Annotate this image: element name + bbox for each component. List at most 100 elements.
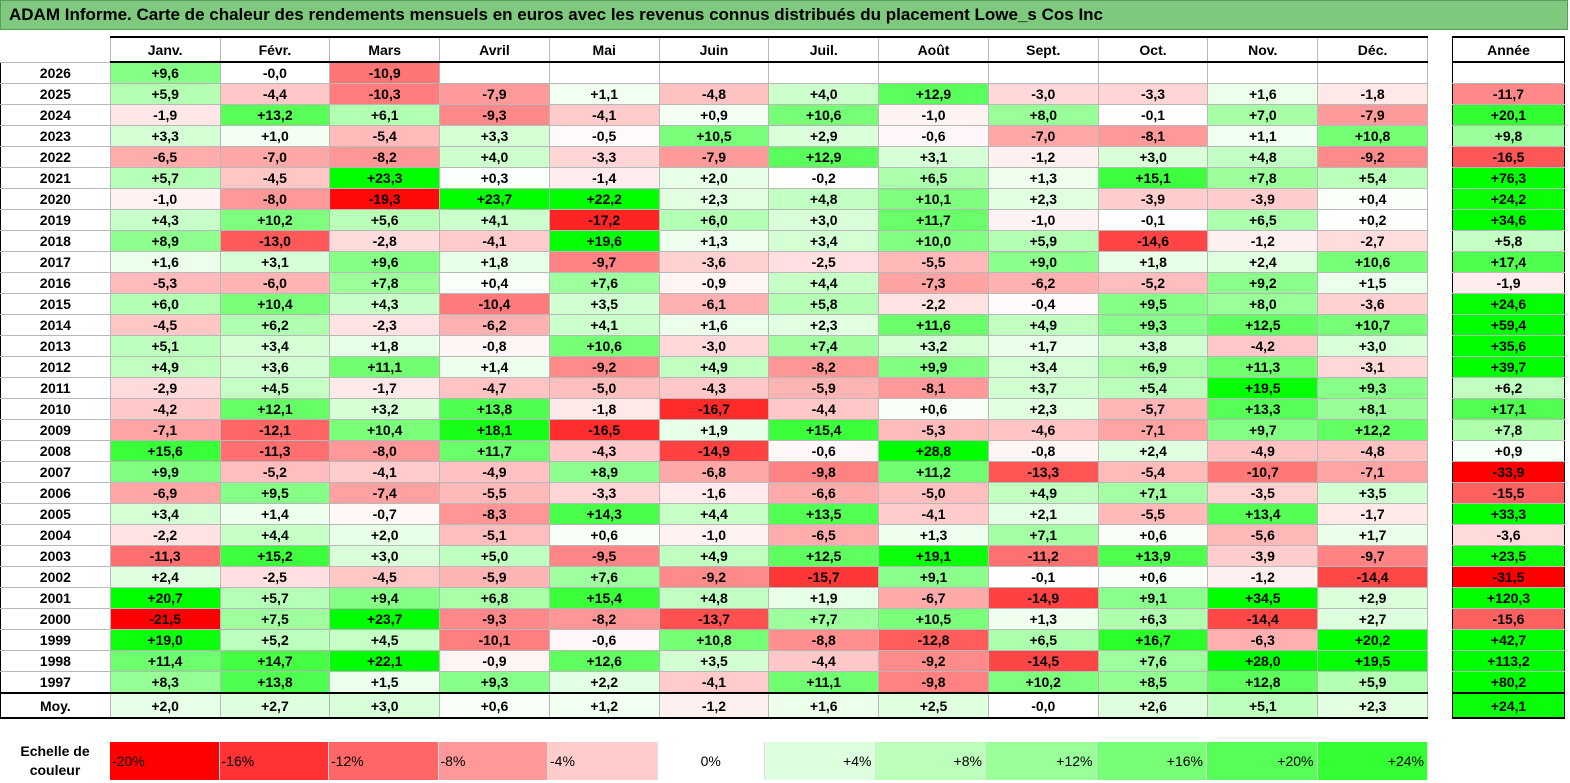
heatmap-cell: +23,3 [329, 167, 441, 189]
year-label: 2002 [0, 566, 111, 588]
heatmap-cell: +2,2 [548, 671, 660, 694]
heatmap-cell [439, 61, 550, 84]
annual-cell: +24,2 [1452, 188, 1565, 210]
heatmap-cell: +1,1 [548, 83, 660, 105]
table-row: +17,1 [1452, 398, 1565, 420]
table-row: 2004 -2,2 +4,4 +2,0 -5,1 +0,6 -1,0 -6,5 +1,3 +7,1… [0, 524, 1428, 546]
heatmap-cell: -1,2 [987, 146, 1099, 168]
heatmap-cell: +3,5 [548, 293, 660, 315]
heatmap-cell: -6,7 [878, 587, 989, 609]
heatmap-cell: +13,9 [1097, 545, 1209, 567]
heatmap-cell: -4,1 [658, 671, 770, 694]
heatmap-cell: +15,6 [109, 440, 221, 462]
heatmap-cell: -7,9 [658, 146, 770, 168]
average-cell: +2,7 [219, 692, 331, 719]
year-label: 2000 [0, 608, 111, 630]
heatmap-cell: +9,7 [1207, 419, 1319, 441]
heatmap-cell: +9,5 [219, 482, 331, 504]
heatmap-cell: +4,8 [658, 587, 770, 609]
heatmap-cell: +11,3 [1207, 356, 1319, 378]
heatmap-cell: -1,7 [1317, 503, 1428, 525]
heatmap-cell: +10,6 [1317, 251, 1428, 273]
heatmap-cell: +4,0 [439, 146, 550, 168]
annual-cell: +120,3 [1452, 587, 1565, 609]
monthly-heatmap-table: Janv. Févr. Mars Avril Mai Juin Juil. Août Sept.… [0, 36, 1428, 719]
heatmap-cell: -1,0 [987, 209, 1099, 231]
heatmap-cell: +19,5 [1317, 650, 1428, 672]
heatmap-cell: +10,2 [987, 671, 1099, 694]
heatmap-cell: +0,2 [1317, 209, 1428, 231]
year-label: 2018 [0, 230, 111, 252]
heatmap-cell: +6,5 [878, 167, 989, 189]
table-row: 2020 -1,0 -8,0 -19,3 +23,7 +22,2 +2,3 +4,8 +10,1… [0, 188, 1428, 210]
table-row: 2003 -11,3 +15,2 +3,0 +5,0 -9,5 +4,9 +12,5 +19,1… [0, 545, 1428, 567]
heatmap-cell: +6,0 [658, 209, 770, 231]
average-row: Moy. +2,0 +2,7 +3,0 +0,6 +1,2 -1,2 +1,6 +2,5 -0,0… [0, 692, 1428, 719]
year-label: 1997 [0, 671, 111, 694]
heatmap-cell: -14,9 [987, 587, 1099, 609]
heatmap-cell: -21,5 [109, 608, 221, 630]
heatmap-cell: +6,9 [1097, 356, 1209, 378]
heatmap-cell: +14,7 [219, 650, 331, 672]
heatmap-cell: +1,6 [658, 314, 770, 336]
year-label: 2014 [0, 314, 111, 336]
table-row: 2007 +9,9 -5,2 -4,1 -4,9 +8,9 -6,8 -9,8 +11,2 -13… [0, 461, 1428, 483]
heatmap-cell: -9,8 [878, 671, 989, 694]
heatmap-cell: -10,7 [1207, 461, 1319, 483]
heatmap-cell: +9,3 [1317, 377, 1428, 399]
heatmap-cell: +12,2 [1317, 419, 1428, 441]
heatmap-cell: +9,9 [878, 356, 989, 378]
heatmap-cell: +1,9 [768, 587, 880, 609]
heatmap-cell: +11,6 [878, 314, 989, 336]
heatmap-cell: +3,0 [1097, 146, 1209, 168]
heatmap-cell: -0,7 [329, 503, 441, 525]
heatmap-cell: -8,1 [878, 377, 989, 399]
average-cell: +1,2 [548, 692, 660, 719]
heatmap-cell: +28,0 [1207, 650, 1319, 672]
table-row: 2013 +5,1 +3,4 +1,8 -0,8 +10,6 -3,0 +7,4 +3,2 +1,… [0, 335, 1428, 357]
heatmap-cell: -9,2 [878, 650, 989, 672]
annual-header: Année [1452, 36, 1565, 63]
heatmap-cell: -10,9 [329, 61, 441, 84]
table-row: -15,6 [1452, 608, 1565, 630]
heatmap-cell: -19,3 [329, 188, 441, 210]
heatmap-cell: +3,2 [878, 335, 989, 357]
year-label: 2020 [0, 188, 111, 210]
heatmap-cell: -1,9 [109, 104, 221, 126]
heatmap-cell: -4,2 [1207, 335, 1319, 357]
table-row: 2021 +5,7 -4,5 +23,3 +0,3 -1,4 +2,0 -0,2 +6,5 +1,… [0, 167, 1428, 189]
annual-cell: +23,5 [1452, 545, 1565, 567]
heatmap-cell: +5,2 [219, 629, 331, 651]
table-row: +120,3 [1452, 587, 1565, 609]
heatmap-cell: -9,3 [439, 608, 550, 630]
heatmap-cell: -5,9 [768, 377, 880, 399]
table-row: +24,6 [1452, 293, 1565, 315]
heatmap-cell: +1,6 [1207, 83, 1319, 105]
heatmap-cell: +1,3 [987, 608, 1099, 630]
heatmap-cell: -4,5 [109, 314, 221, 336]
heatmap-cell: +3,2 [329, 398, 441, 420]
heatmap-cell: +2,1 [987, 503, 1099, 525]
heatmap-cell: -3,9 [1207, 545, 1319, 567]
annual-cell: -15,5 [1452, 482, 1565, 504]
heatmap-cell: +8,5 [1097, 671, 1209, 694]
heatmap-cell: -4,3 [548, 440, 660, 462]
table-row: +17,4 [1452, 251, 1565, 273]
heatmap-cell: +5,0 [439, 545, 550, 567]
heatmap-cell: -14,4 [1317, 566, 1428, 588]
scale-stop: -16% [219, 742, 329, 780]
heatmap-cell: -4,8 [658, 83, 770, 105]
heatmap-cell: -7,1 [1097, 419, 1209, 441]
heatmap-cell: +1,7 [987, 335, 1099, 357]
heatmap-cell [548, 61, 660, 84]
heatmap-cell: +7,5 [219, 608, 331, 630]
table-row: -33,9 [1452, 461, 1565, 483]
heatmap-cell: +3,4 [768, 230, 880, 252]
heatmap-cell: +12,8 [1207, 671, 1319, 694]
heatmap-cell: +9,1 [1097, 587, 1209, 609]
heatmap-cell: -5,3 [878, 419, 989, 441]
month-header: Nov. [1207, 36, 1319, 63]
heatmap-cell: +9,0 [987, 251, 1099, 273]
month-header: Févr. [219, 36, 331, 63]
year-label: 2025 [0, 83, 111, 105]
